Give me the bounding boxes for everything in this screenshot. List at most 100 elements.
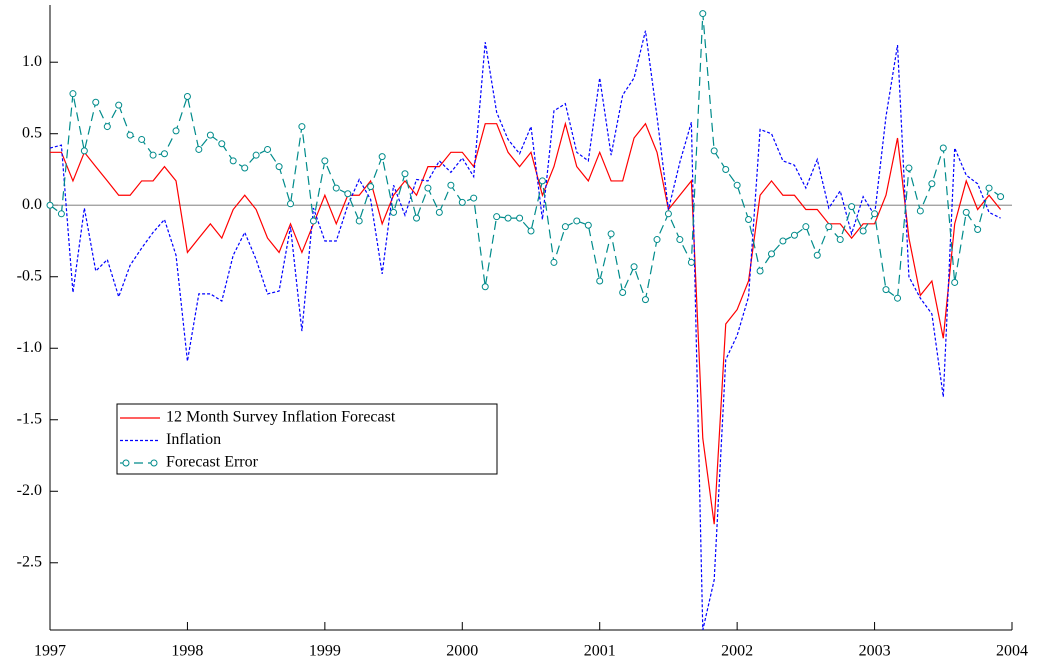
y-tick-label: 0.0 bbox=[22, 196, 42, 213]
series-marker bbox=[905, 164, 913, 172]
series-marker bbox=[538, 177, 546, 185]
series-marker bbox=[745, 216, 753, 224]
series-marker bbox=[229, 157, 237, 165]
series-marker bbox=[516, 214, 524, 222]
series-marker bbox=[46, 201, 54, 209]
series-line bbox=[49, 30, 1001, 631]
series-marker bbox=[985, 184, 993, 192]
series-marker bbox=[195, 145, 203, 153]
series-marker bbox=[298, 123, 306, 131]
legend-label: 12 Month Survey Inflation Forecast bbox=[166, 409, 396, 426]
legend-box bbox=[116, 403, 498, 475]
series-marker bbox=[115, 101, 123, 109]
series-marker bbox=[458, 198, 466, 206]
series-marker bbox=[92, 98, 100, 106]
series-marker bbox=[894, 294, 902, 302]
series-marker bbox=[138, 135, 146, 143]
series-marker bbox=[172, 127, 180, 135]
series-marker bbox=[287, 200, 294, 208]
series-marker bbox=[252, 151, 260, 159]
series-marker bbox=[241, 164, 249, 172]
series-marker bbox=[264, 145, 272, 153]
series-marker bbox=[149, 151, 157, 159]
series-marker bbox=[882, 286, 890, 294]
series-marker bbox=[126, 131, 134, 139]
series-marker bbox=[390, 208, 398, 216]
x-tick-label: 1998 bbox=[171, 643, 203, 660]
y-tick-label: -2.5 bbox=[17, 553, 42, 570]
series-marker bbox=[641, 296, 649, 304]
series-marker bbox=[355, 217, 363, 225]
series-marker bbox=[447, 181, 455, 189]
series-marker bbox=[367, 183, 375, 191]
series-marker bbox=[103, 123, 111, 131]
series-marker bbox=[756, 267, 764, 275]
y-tick-label: 1.0 bbox=[22, 53, 42, 70]
series-marker bbox=[573, 217, 581, 225]
series-marker bbox=[630, 263, 638, 271]
series-marker bbox=[710, 147, 718, 155]
series-marker bbox=[962, 208, 970, 216]
series-marker bbox=[836, 236, 844, 244]
series-marker bbox=[607, 230, 615, 238]
x-tick-label: 2002 bbox=[721, 643, 753, 660]
series-marker bbox=[584, 221, 592, 229]
legend-marker bbox=[122, 459, 130, 467]
series-marker bbox=[848, 203, 856, 211]
series-marker bbox=[80, 147, 88, 155]
series-line bbox=[49, 13, 1001, 302]
series-marker bbox=[768, 250, 775, 258]
series-marker bbox=[309, 217, 317, 225]
series-marker bbox=[57, 210, 65, 218]
series-marker bbox=[859, 227, 867, 235]
y-tick-label: -0.5 bbox=[17, 267, 42, 284]
series-marker bbox=[435, 208, 443, 216]
x-tick-label: 1997 bbox=[34, 643, 66, 660]
series-marker bbox=[779, 237, 787, 245]
series-marker bbox=[527, 227, 535, 235]
series-marker bbox=[733, 181, 741, 189]
series-marker bbox=[69, 90, 77, 98]
legend-label: Inflation bbox=[166, 431, 221, 448]
series-marker bbox=[321, 157, 329, 165]
series-marker bbox=[183, 93, 191, 101]
series-marker bbox=[825, 223, 833, 231]
series-marker bbox=[401, 170, 409, 178]
series-marker bbox=[951, 278, 959, 286]
y-tick-label: -1.0 bbox=[17, 339, 42, 356]
x-tick-label: 2004 bbox=[996, 643, 1028, 660]
series-marker bbox=[928, 180, 936, 188]
series-marker bbox=[550, 258, 558, 266]
x-tick-label: 2000 bbox=[446, 643, 478, 660]
x-tick-label: 1999 bbox=[309, 643, 341, 660]
series-marker bbox=[504, 214, 512, 222]
series-marker bbox=[802, 223, 810, 231]
series-marker bbox=[916, 207, 924, 215]
legend-label: Forecast Error bbox=[166, 454, 259, 471]
series-marker bbox=[378, 153, 386, 161]
series-marker bbox=[722, 165, 730, 173]
series-marker bbox=[561, 223, 569, 231]
y-tick-label: -2.0 bbox=[17, 482, 42, 499]
series-marker bbox=[687, 258, 695, 266]
series-marker bbox=[332, 184, 340, 192]
series-marker bbox=[813, 251, 821, 259]
legend-marker bbox=[150, 459, 158, 467]
series-marker bbox=[653, 236, 661, 244]
series-marker bbox=[160, 150, 168, 158]
series-marker bbox=[596, 277, 604, 285]
series-marker bbox=[275, 163, 283, 171]
series-marker bbox=[790, 231, 798, 239]
series-marker bbox=[939, 144, 947, 152]
series-marker bbox=[664, 210, 672, 218]
series-marker bbox=[699, 10, 707, 18]
y-tick-label: 0.5 bbox=[22, 124, 42, 141]
x-tick-label: 2003 bbox=[859, 643, 891, 660]
series-marker bbox=[470, 194, 478, 202]
series-marker bbox=[676, 236, 684, 244]
series-marker bbox=[997, 193, 1005, 201]
y-tick-label: -1.5 bbox=[17, 410, 42, 427]
series-marker bbox=[424, 184, 432, 192]
series-marker bbox=[619, 288, 627, 296]
